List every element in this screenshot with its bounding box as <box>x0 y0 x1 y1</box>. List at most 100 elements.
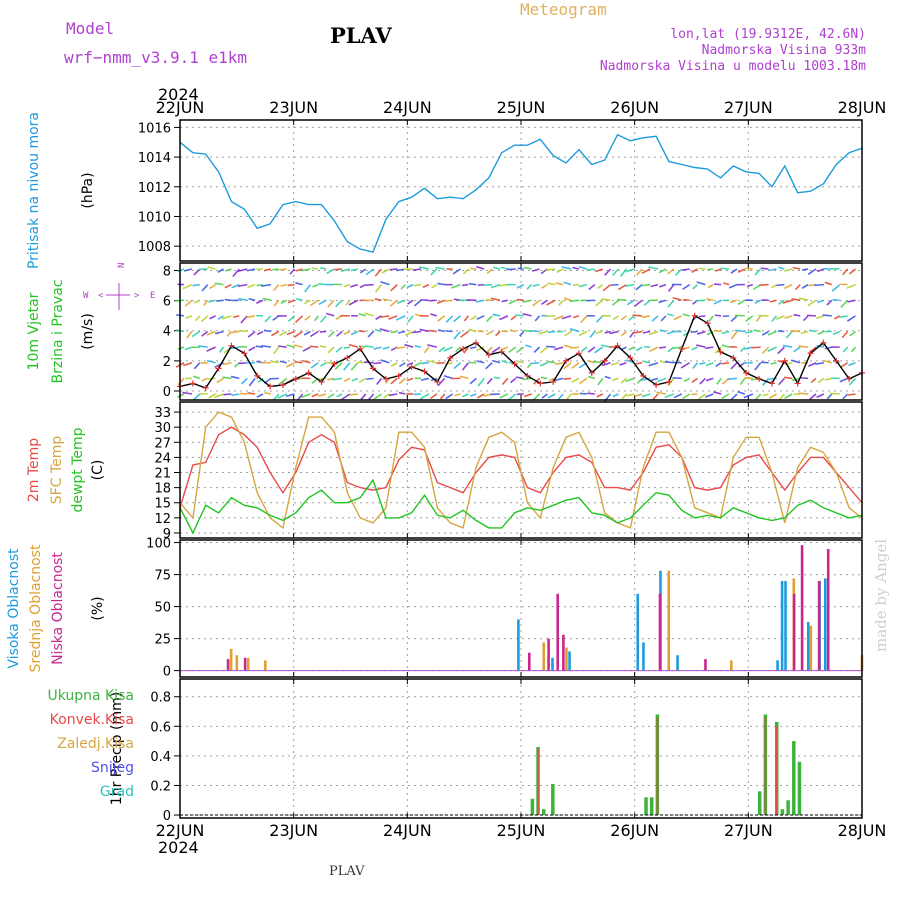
wind-arrow <box>510 377 517 384</box>
wind-arrow <box>336 393 343 398</box>
precip-bar <box>792 741 796 816</box>
wind-point <box>678 345 685 352</box>
wind-arrow <box>256 299 264 305</box>
wind-arrow <box>438 346 446 353</box>
wind-arrow <box>452 268 461 275</box>
wind-arrow <box>840 299 849 309</box>
wind-arrow <box>455 346 462 353</box>
wind-arrow <box>477 377 485 387</box>
wind-point <box>318 378 325 385</box>
wind-arrow <box>295 297 303 302</box>
wind-arrow <box>468 328 477 333</box>
wind-point <box>498 348 505 355</box>
wind-arrow <box>238 297 248 302</box>
svg-text:N: N <box>117 263 127 268</box>
wind-arrow <box>579 392 587 395</box>
precip-bar <box>537 748 539 816</box>
wind-arrow <box>790 359 801 364</box>
wind-arrow <box>495 330 501 337</box>
wind-arrow <box>436 361 445 365</box>
wind-arrow <box>642 330 651 334</box>
wind-arrow <box>705 393 714 398</box>
wind-arrow <box>469 393 477 397</box>
wind-arrow <box>374 298 382 302</box>
wind-arrow <box>713 391 722 395</box>
wind-arrow <box>360 393 367 400</box>
wind-arrow <box>499 315 509 321</box>
wind-arrow <box>215 330 224 335</box>
wind-arrow <box>431 283 438 289</box>
wind-arrow <box>201 377 208 382</box>
precip-frame <box>179 678 863 819</box>
wind-arrow <box>264 315 272 323</box>
wind-arrow <box>336 330 343 337</box>
wind-arrow <box>218 346 225 353</box>
wind-arrow <box>778 266 785 270</box>
wind-arrow <box>649 346 659 353</box>
wind-arrow <box>572 315 580 319</box>
wind-arrow <box>691 346 698 351</box>
wind-arrow <box>558 299 564 306</box>
wind-arrow <box>216 377 224 384</box>
wind-arrow <box>406 362 414 366</box>
wind-arrow <box>815 315 825 320</box>
wind-arrow <box>822 314 832 317</box>
wind-arrow <box>248 377 256 387</box>
precip-bar <box>551 783 555 816</box>
wind-arrow <box>620 377 627 384</box>
wind-arrow <box>462 393 469 398</box>
wind-arrow <box>373 346 382 350</box>
wind-arrow <box>222 361 232 366</box>
wind-arrow <box>341 393 351 401</box>
wind-arrow <box>744 346 753 351</box>
wind-arrow <box>808 362 817 368</box>
wind-arrow <box>230 330 240 334</box>
wind-arrow <box>760 267 769 270</box>
clouds-bar <box>826 548 830 671</box>
wind-arrow <box>545 268 556 271</box>
wind-arrow <box>499 393 509 399</box>
wind-arrow <box>358 312 366 317</box>
wind-arrow <box>745 330 753 334</box>
wind-arrow <box>209 283 217 290</box>
wind-arrow <box>248 346 256 352</box>
wind-arrow <box>846 315 856 322</box>
wind-arrow <box>682 283 691 291</box>
wind-arrow <box>262 297 272 302</box>
wind-arrow <box>437 282 445 286</box>
wind-arrow <box>635 346 643 352</box>
wind-arrow <box>476 393 485 399</box>
wind-arrow <box>564 330 572 337</box>
wind-arrow <box>531 268 540 272</box>
wind-arrow <box>784 393 793 399</box>
wind-arrow <box>476 360 485 364</box>
wind-arrow <box>561 266 572 270</box>
wind-arrow <box>672 296 682 302</box>
wind-arrow <box>634 393 643 398</box>
wind-arrow <box>745 267 753 270</box>
xtick-label: 26JUN <box>610 98 659 117</box>
wind-arrow <box>526 284 533 290</box>
wind-arrow <box>343 346 351 349</box>
precip-ytick-label: 0.2 <box>150 779 171 794</box>
wind-arrow <box>522 312 532 317</box>
temperature-ytick-label: 33 <box>154 406 171 421</box>
wind-arrow <box>743 393 754 399</box>
wind-arrow <box>768 268 777 272</box>
wind-arrow <box>659 283 667 288</box>
pressure-ylabel: (hPa) <box>80 172 96 208</box>
wind-arrow <box>737 391 746 395</box>
wind-arrow <box>727 377 738 381</box>
wind-arrow <box>318 299 327 306</box>
wind-arrow <box>740 346 746 353</box>
precip-ytick-label: 0.4 <box>150 750 171 765</box>
wind-arrow <box>692 284 699 290</box>
wind-arrow <box>382 346 390 350</box>
precip-ylabel: 1hr Precip (mm) <box>109 692 125 805</box>
temperature-series-2 <box>179 478 863 535</box>
pressure-ytick-label: 1012 <box>138 181 171 196</box>
wind-arrow <box>470 267 477 270</box>
wind-arrow <box>445 299 453 302</box>
wind-arrow <box>595 268 603 273</box>
wind-point <box>588 369 595 376</box>
